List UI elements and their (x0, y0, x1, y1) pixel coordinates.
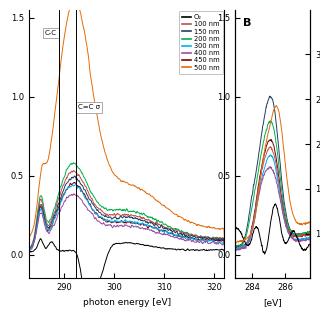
X-axis label: [eV]: [eV] (263, 298, 282, 307)
Legend: O₂, 100 nm, 150 nm, 200 nm, 300 nm, 400 nm, 450 nm, 500 nm: O₂, 100 nm, 150 nm, 200 nm, 300 nm, 400 … (179, 11, 223, 74)
Text: B: B (243, 18, 251, 28)
X-axis label: photon energy [eV]: photon energy [eV] (83, 298, 171, 307)
Text: C=C σ: C=C σ (78, 104, 100, 110)
Text: C-C: C-C (45, 30, 57, 36)
